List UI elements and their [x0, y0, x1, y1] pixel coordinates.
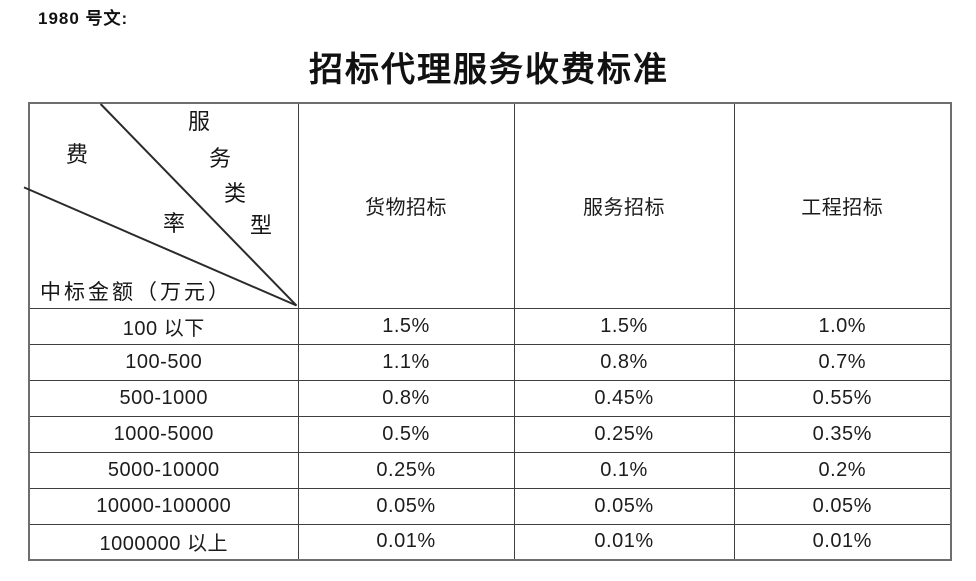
- engineering-rate-cell: 0.55%: [733, 379, 952, 417]
- corner-service-type-char: 服: [188, 109, 211, 134]
- corner-fee-rate-char: 率: [163, 211, 186, 236]
- table-row: 1000000 以上 0.01% 0.01% 0.01%: [28, 523, 952, 561]
- doc-ref-label: 1980 号文:: [38, 9, 129, 28]
- amount-range-cell: 100 以下: [28, 307, 299, 345]
- corner-diagonal-lines: [23, 103, 298, 307]
- corner-fee-rate-char: 费: [66, 142, 89, 167]
- amount-range-cell: 500-1000: [28, 379, 299, 417]
- engineering-rate-cell: 0.7%: [733, 343, 952, 381]
- amount-range-cell: 1000000 以上: [28, 523, 299, 561]
- goods-rate-cell: 1.1%: [297, 343, 515, 381]
- page-title: 招标代理服务收费标准: [309, 52, 669, 89]
- corner-row-axis-label: 中标金额（万元）: [40, 280, 232, 304]
- column-header-services: 服务招标: [513, 102, 735, 309]
- engineering-rate-cell: 1.0%: [733, 307, 952, 345]
- table-row: 500-1000 0.8% 0.45% 0.55%: [28, 379, 952, 417]
- corner-service-type-char: 务: [209, 146, 232, 171]
- amount-range-cell: 100-500: [28, 343, 299, 381]
- services-rate-cell: 0.8%: [513, 343, 735, 381]
- table-row: 100 以下 1.5% 1.5% 1.0%: [28, 307, 952, 345]
- table-row: 100-500 1.1% 0.8% 0.7%: [28, 343, 952, 381]
- table-row: 10000-100000 0.05% 0.05% 0.05%: [28, 487, 952, 525]
- corner-service-type-char: 类: [224, 181, 247, 206]
- goods-rate-cell: 0.25%: [297, 451, 515, 489]
- goods-rate-cell: 0.5%: [297, 415, 515, 453]
- services-rate-cell: 1.5%: [513, 307, 735, 345]
- services-rate-cell: 0.45%: [513, 379, 735, 417]
- engineering-rate-cell: 0.01%: [733, 523, 952, 561]
- amount-range-cell: 1000-5000: [28, 415, 299, 453]
- services-rate-cell: 0.05%: [513, 487, 735, 525]
- column-header-engineering: 工程招标: [733, 102, 952, 309]
- goods-rate-cell: 0.8%: [297, 379, 515, 417]
- table-row: 5000-10000 0.25% 0.1% 0.2%: [28, 451, 952, 489]
- goods-rate-cell: 0.01%: [297, 523, 515, 561]
- engineering-rate-cell: 0.05%: [733, 487, 952, 525]
- amount-range-cell: 10000-100000: [28, 487, 299, 525]
- corner-header-cell: 服 务 类 型 费 率 中标金额（万元）: [23, 102, 299, 309]
- column-header-goods: 货物招标: [297, 102, 515, 309]
- fee-standard-table: 服 务 类 型 费 率 中标金额（万元） 货物招标 服务招标 工程招标 100 …: [23, 102, 952, 561]
- table-header-row: 服 务 类 型 费 率 中标金额（万元） 货物招标 服务招标 工程招标: [23, 102, 952, 309]
- corner-header-content: 服 务 类 型 费 率 中标金额（万元）: [23, 103, 298, 308]
- table-row: 1000-5000 0.5% 0.25% 0.35%: [28, 415, 952, 453]
- engineering-rate-cell: 0.35%: [733, 415, 952, 453]
- engineering-rate-cell: 0.2%: [733, 451, 952, 489]
- services-rate-cell: 0.1%: [513, 451, 735, 489]
- services-rate-cell: 0.01%: [513, 523, 735, 561]
- amount-range-cell: 5000-10000: [28, 451, 299, 489]
- services-rate-cell: 0.25%: [513, 415, 735, 453]
- goods-rate-cell: 0.05%: [297, 487, 515, 525]
- corner-service-type-char: 型: [250, 213, 273, 238]
- goods-rate-cell: 1.5%: [297, 307, 515, 345]
